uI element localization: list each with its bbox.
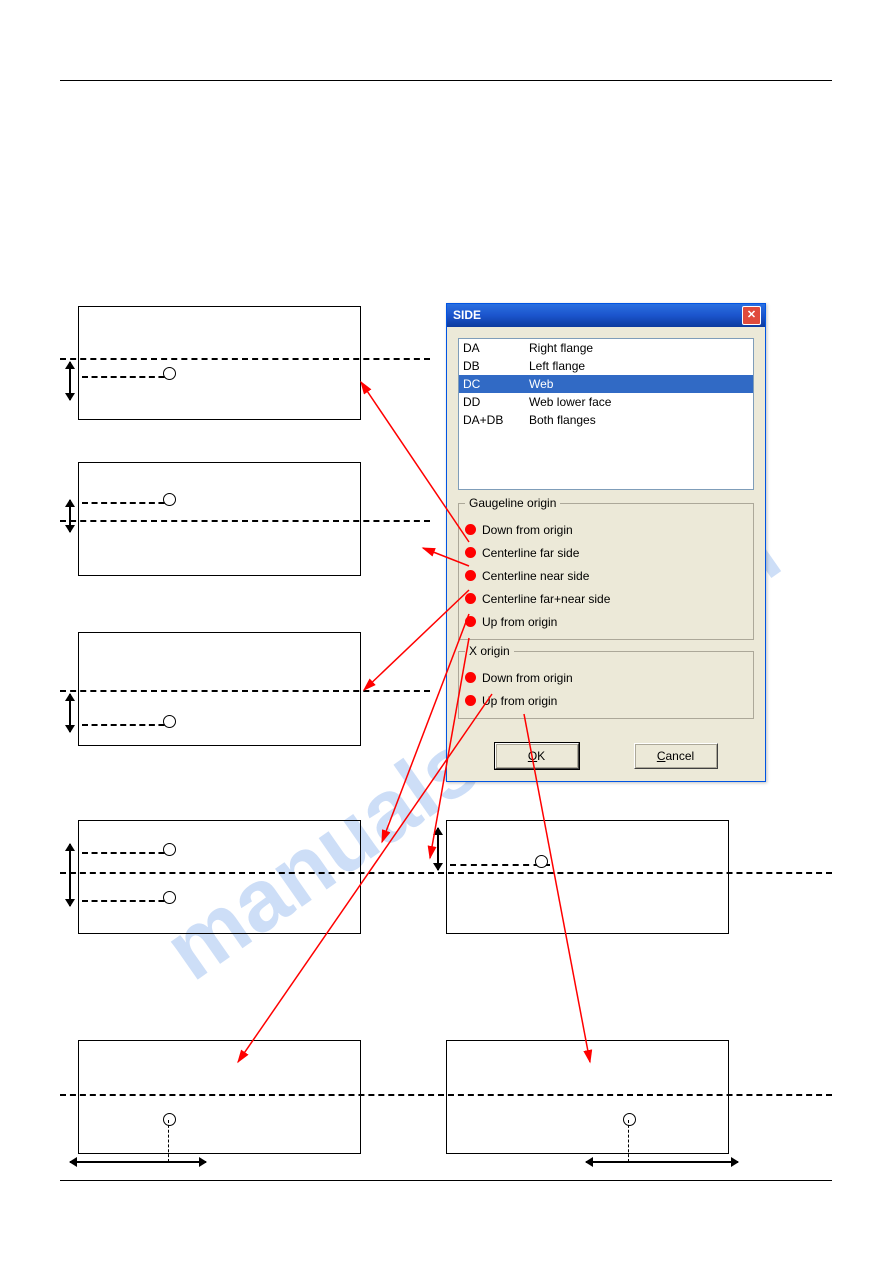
d3-dim-arrow (69, 694, 71, 732)
d2-dim-arrow (69, 500, 71, 532)
diagram-d6 (78, 1040, 361, 1154)
d7-drop-line (628, 1120, 629, 1162)
diagram-d4 (78, 820, 361, 934)
list-row-da[interactable]: DA Right flange (459, 339, 753, 357)
d4-dim-arrow (69, 844, 71, 906)
group-gauge-legend: Gaugeline origin (465, 496, 560, 510)
ok-mnemonic: O (528, 749, 537, 763)
side-listbox[interactable]: DA Right flange DB Left flange DC Web DD… (458, 338, 754, 490)
list-row-dadb[interactable]: DA+DB Both flanges (459, 411, 753, 429)
d3-centerline (60, 690, 430, 692)
list-code: DD (463, 395, 529, 409)
diagram-d2 (78, 462, 361, 576)
radio-gauge-down[interactable]: Down from origin (465, 518, 747, 541)
diagram-d7 (446, 1040, 729, 1154)
radio-label: Centerline far+near side (482, 592, 610, 606)
d2-hole (163, 493, 176, 506)
d7-dim-arrow (586, 1161, 738, 1163)
d4-hole-line-upper (82, 852, 174, 854)
ok-button[interactable]: OK (495, 743, 579, 769)
radio-label: Down from origin (482, 523, 573, 537)
radio-x-up[interactable]: Up from origin (465, 689, 747, 712)
list-label: Web (529, 377, 553, 391)
list-code: DA+DB (463, 413, 529, 427)
page-top-rule (60, 80, 832, 81)
d7-hole (623, 1113, 636, 1126)
d2-hole-line (82, 502, 174, 504)
d6-drop-line (168, 1120, 169, 1162)
d4-hole-lower (163, 891, 176, 904)
diagram-d3 (78, 632, 361, 746)
d1-hole-line (82, 376, 174, 378)
list-row-dd[interactable]: DD Web lower face (459, 393, 753, 411)
radio-label: Centerline near side (482, 569, 589, 583)
radio-gauge-cl-both[interactable]: Centerline far+near side (465, 587, 747, 610)
close-icon[interactable]: ✕ (742, 306, 761, 325)
radio-icon (465, 672, 476, 683)
radio-icon (465, 547, 476, 558)
list-row-dc[interactable]: DC Web (459, 375, 753, 393)
d1-hole (163, 367, 176, 380)
group-x-legend: X origin (465, 644, 514, 658)
radio-x-down[interactable]: Down from origin (465, 666, 747, 689)
dialog-side: SIDE ✕ DA Right flange DB Left flange DC… (446, 303, 766, 782)
list-code: DC (463, 377, 529, 391)
group-gaugeline-origin: Gaugeline origin Down from origin Center… (458, 496, 754, 640)
cancel-rest: ancel (665, 749, 694, 763)
list-label: Left flange (529, 359, 585, 373)
radio-label: Up from origin (482, 615, 557, 629)
diagram-d5 (446, 820, 729, 934)
page-bottom-rule (60, 1180, 832, 1181)
radio-icon (465, 593, 476, 604)
d5-dim-arrow (437, 828, 439, 870)
radio-icon (465, 695, 476, 706)
d2-centerline (60, 520, 430, 522)
list-row-db[interactable]: DB Left flange (459, 357, 753, 375)
radio-label: Centerline far side (482, 546, 579, 560)
d4-hole-line-lower (82, 900, 174, 902)
list-label: Both flanges (529, 413, 596, 427)
group-x-origin: X origin Down from origin Up from origin (458, 644, 754, 719)
radio-icon (465, 570, 476, 581)
radio-gauge-cl-near[interactable]: Centerline near side (465, 564, 747, 587)
d1-centerline (60, 358, 430, 360)
radio-label: Up from origin (482, 694, 557, 708)
d4-hole-upper (163, 843, 176, 856)
d5-hole (535, 855, 548, 868)
radio-gauge-cl-far[interactable]: Centerline far side (465, 541, 747, 564)
d6-dim-arrow (70, 1161, 206, 1163)
diagram-d1 (78, 306, 361, 420)
d3-hole-line (82, 724, 174, 726)
list-label: Right flange (529, 341, 593, 355)
radio-label: Down from origin (482, 671, 573, 685)
d6-hole (163, 1113, 176, 1126)
d1-dim-arrow (69, 362, 71, 400)
list-label: Web lower face (529, 395, 611, 409)
list-code: DB (463, 359, 529, 373)
cancel-button[interactable]: Cancel (634, 743, 718, 769)
radio-icon (465, 524, 476, 535)
radio-icon (465, 616, 476, 627)
ok-rest: K (537, 749, 545, 763)
list-code: DA (463, 341, 529, 355)
radio-gauge-up[interactable]: Up from origin (465, 610, 747, 633)
d3-hole (163, 715, 176, 728)
dialog-titlebar[interactable]: SIDE ✕ (447, 304, 765, 327)
dialog-title-text: SIDE (453, 304, 481, 327)
